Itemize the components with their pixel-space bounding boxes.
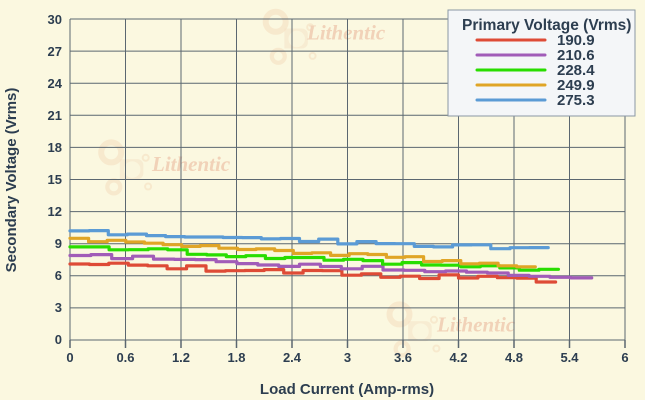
svg-text:275.3: 275.3	[557, 92, 595, 109]
svg-text:Lithentic: Lithentic	[306, 21, 386, 45]
svg-text:18: 18	[48, 140, 62, 155]
svg-text:1.8: 1.8	[227, 350, 245, 365]
svg-text:12: 12	[48, 204, 62, 219]
svg-text:27: 27	[48, 44, 62, 59]
svg-text:4.2: 4.2	[449, 350, 467, 365]
svg-text:Primary Voltage (Vrms): Primary Voltage (Vrms)	[462, 17, 631, 34]
svg-text:30: 30	[48, 12, 62, 27]
svg-text:3: 3	[344, 350, 351, 365]
svg-text:0.6: 0.6	[116, 350, 134, 365]
svg-text:4.8: 4.8	[505, 350, 523, 365]
svg-text:0: 0	[66, 350, 73, 365]
svg-text:Secondary Voltage (Vrms): Secondary Voltage (Vrms)	[3, 88, 20, 273]
svg-text:1.2: 1.2	[172, 350, 190, 365]
svg-text:6: 6	[621, 350, 628, 365]
svg-text:Lithentic: Lithentic	[436, 313, 516, 337]
svg-text:21: 21	[48, 108, 62, 123]
svg-text:15: 15	[48, 172, 62, 187]
svg-text:Load Current (Amp-rms): Load Current (Amp-rms)	[260, 381, 434, 398]
svg-text:9: 9	[55, 236, 62, 251]
svg-text:6: 6	[55, 268, 62, 283]
svg-text:3.6: 3.6	[394, 350, 412, 365]
svg-text:Lithentic: Lithentic	[151, 152, 231, 176]
svg-text:24: 24	[48, 76, 63, 91]
svg-text:2.4: 2.4	[283, 350, 302, 365]
svg-text:5.4: 5.4	[560, 350, 579, 365]
svg-text:0: 0	[55, 332, 62, 347]
svg-text:3: 3	[55, 300, 62, 315]
